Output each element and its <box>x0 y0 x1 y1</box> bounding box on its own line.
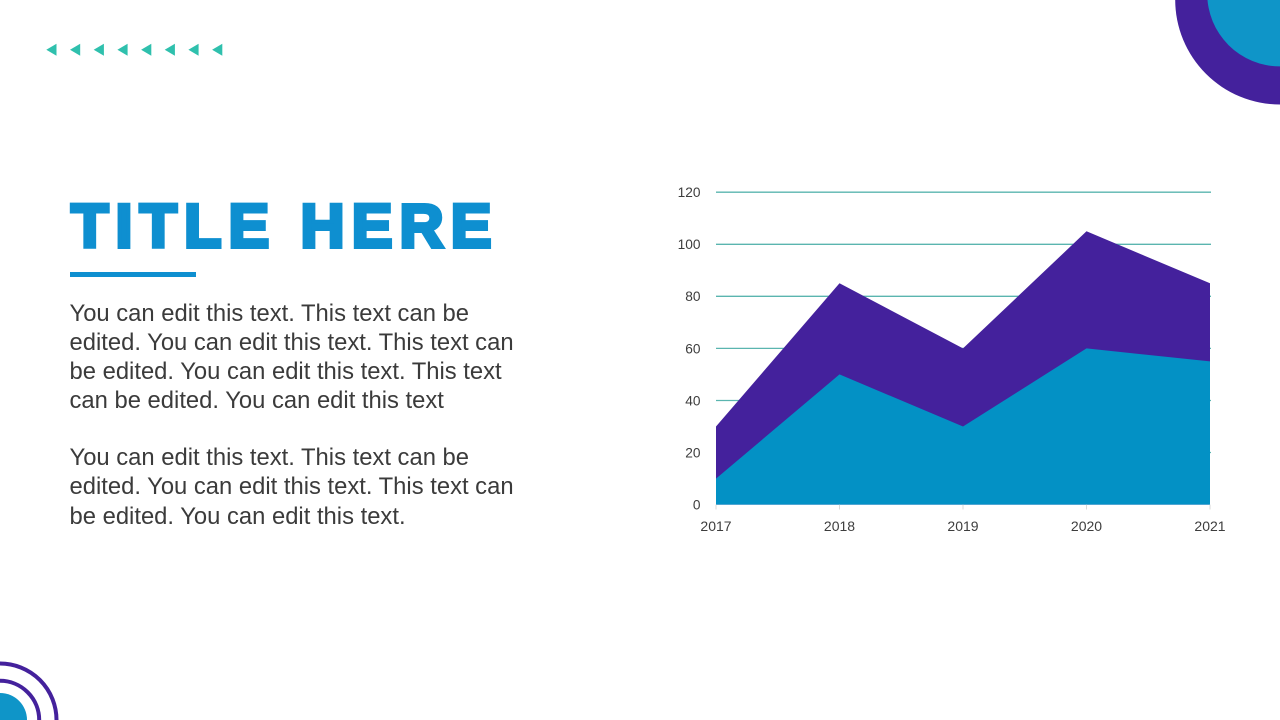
svg-text:120: 120 <box>678 185 701 200</box>
svg-text:2020: 2020 <box>1071 518 1102 534</box>
svg-text:0: 0 <box>693 498 701 513</box>
svg-text:TITLE HERE: TITLE HERE <box>71 192 499 260</box>
svg-text:40: 40 <box>685 393 701 408</box>
svg-text:100: 100 <box>678 237 701 252</box>
svg-text:2018: 2018 <box>824 518 855 534</box>
svg-text:2017: 2017 <box>700 518 731 534</box>
svg-text:80: 80 <box>685 289 701 304</box>
svg-text:2019: 2019 <box>947 518 978 534</box>
svg-text:20: 20 <box>685 445 701 460</box>
svg-text:2021: 2021 <box>1194 518 1225 534</box>
svg-text:60: 60 <box>685 341 701 356</box>
